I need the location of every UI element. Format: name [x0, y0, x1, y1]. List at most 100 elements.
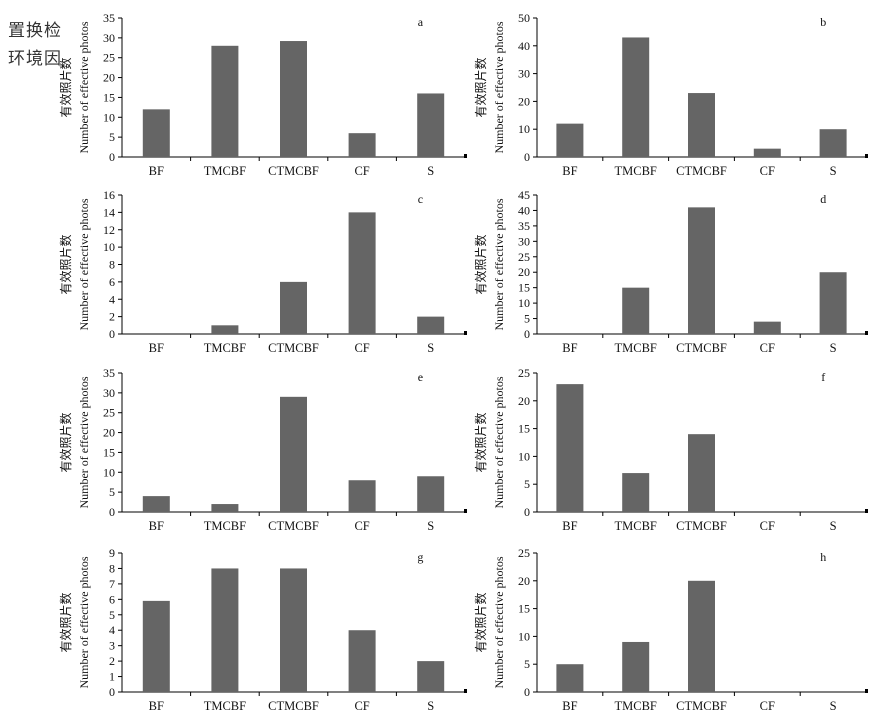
y-tick-label: 25: [103, 51, 115, 65]
bar-s: [819, 129, 847, 157]
bar-cf: [753, 321, 781, 334]
x-tick-label: CTMCBF: [676, 341, 727, 355]
x-tick-label: S: [830, 699, 837, 713]
x-tick-label: CF: [760, 164, 775, 178]
chart-panel-e: 0 5 10 15 20 25 30 35 BF TMCBF CTMCBF CF Se 有效照片数 Numb…: [58, 366, 467, 533]
y-tick-label: 25: [518, 366, 530, 380]
x-tick-label: CTMCBF: [268, 164, 319, 178]
chart-panel-g: 01 23 45 67 89 BF TMCBF CTMCBF CF Sg 有效照片数 Number o…: [58, 546, 467, 713]
chart-panel-b: 0 10 20 30 40 50 BF TMCBF CTMCBF CF Sb 有效照片数 Number …: [473, 11, 868, 178]
y-tick-label: 10: [518, 296, 530, 310]
y-tick-label: 20: [103, 426, 115, 440]
y-tick-label: 25: [103, 406, 115, 420]
y-tick-label: 6: [109, 592, 115, 606]
bar-ctmcbf: [280, 568, 307, 692]
y-axis-title-cn: 有效照片数: [473, 57, 488, 117]
y-tick-label: 0: [109, 150, 115, 164]
y-tick-label: 15: [518, 602, 530, 616]
panel-label: a: [418, 15, 424, 29]
x-tick-label: CF: [760, 699, 775, 713]
y-axis-title-cn: 有效照片数: [58, 412, 73, 472]
y-tick-label: 20: [518, 265, 530, 279]
y-axis-title-cn: 有效照片数: [58, 57, 73, 117]
x-tick-label: BF: [149, 341, 164, 355]
x-tick-label: TMCBF: [615, 519, 657, 533]
y-axis-title-en: Number of effective photos: [77, 21, 91, 153]
y-axis-title-en: Number of effective photos: [77, 376, 91, 508]
y-tick-label: 2: [109, 310, 115, 324]
bar-s: [417, 316, 445, 334]
bar-ctmcbf: [688, 434, 715, 512]
y-tick-label: 6: [109, 275, 115, 289]
chart-panel-c: 0 2 4 6 8 10 12 14 16 BF TMCBF CTMCBF CF Sc 有效照片数 Numbe…: [58, 188, 467, 355]
y-tick-label: 0: [109, 685, 115, 699]
y-axis-title-cn: 有效照片数: [473, 412, 488, 472]
bar-s: [417, 93, 445, 157]
panel-label: e: [418, 370, 423, 384]
y-tick-label: 10: [518, 449, 530, 463]
y-tick-label: 0: [109, 505, 115, 519]
bar-tmcbf: [211, 45, 239, 157]
x-tick-label: TMCBF: [204, 519, 246, 533]
y-tick-label: 30: [103, 386, 115, 400]
y-tick-label: 7: [109, 577, 115, 591]
y-tick-label: 30: [518, 234, 530, 248]
corner-label-1: 置换检: [8, 21, 62, 41]
x-tick-label: TMCBF: [204, 341, 246, 355]
bar-tmcbf: [622, 473, 650, 512]
x-tick-label: TMCBF: [615, 341, 657, 355]
y-tick-label: 1: [109, 670, 115, 684]
x-tick-label: CTMCBF: [268, 519, 319, 533]
y-tick-label: 35: [518, 219, 530, 233]
y-tick-label: 20: [518, 394, 530, 408]
x-tick-label: TMCBF: [615, 164, 657, 178]
bar-bf: [556, 664, 584, 692]
bar-bf: [556, 384, 584, 512]
y-tick-label: 35: [103, 11, 115, 25]
y-tick-label: 3: [109, 639, 115, 653]
y-tick-label: 5: [109, 485, 115, 499]
chart-panel-f: 0 5 10 15 20 25 BF TMCBF CTMCBF CF Sf 有效照片数 Number o…: [473, 366, 868, 533]
y-tick-label: 15: [518, 281, 530, 295]
y-tick-label: 40: [518, 203, 530, 217]
y-tick-label: 25: [518, 250, 530, 264]
x-axis-end-mark: [464, 509, 467, 513]
bar-cf: [348, 630, 376, 692]
panel-label: b: [820, 15, 826, 29]
x-axis-end-mark: [464, 331, 467, 335]
y-tick-label: 40: [518, 39, 530, 53]
y-tick-label: 2: [109, 654, 115, 668]
y-tick-label: 0: [109, 327, 115, 341]
y-axis-title-en: Number of effective photos: [77, 556, 91, 688]
x-tick-label: TMCBF: [204, 699, 246, 713]
bar-tmcbf: [622, 37, 650, 157]
y-tick-label: 10: [103, 110, 115, 124]
bar-bf: [142, 496, 170, 512]
bar-cf: [348, 480, 376, 512]
y-axis-title-en: Number of effective photos: [492, 376, 506, 508]
x-tick-label: TMCBF: [204, 164, 246, 178]
x-tick-label: S: [830, 519, 837, 533]
x-tick-label: BF: [149, 519, 164, 533]
x-tick-label: BF: [562, 341, 577, 355]
bar-ctmcbf: [280, 396, 307, 512]
x-tick-label: S: [427, 341, 434, 355]
x-tick-label: CTMCBF: [268, 699, 319, 713]
bar-ctmcbf: [688, 93, 715, 157]
y-tick-label: 12: [103, 223, 115, 237]
bar-ctmcbf: [688, 207, 715, 334]
bar-tmcbf: [211, 325, 239, 334]
y-tick-label: 0: [524, 505, 530, 519]
y-tick-label: 25: [518, 546, 530, 560]
bar-s: [417, 476, 445, 512]
x-tick-label: BF: [562, 164, 577, 178]
x-tick-label: S: [427, 164, 434, 178]
y-tick-label: 5: [524, 477, 530, 491]
y-tick-label: 0: [524, 327, 530, 341]
y-tick-label: 15: [518, 422, 530, 436]
corner-label-2: 环境因: [8, 49, 62, 69]
y-tick-label: 45: [518, 188, 530, 202]
y-tick-label: 16: [103, 188, 115, 202]
